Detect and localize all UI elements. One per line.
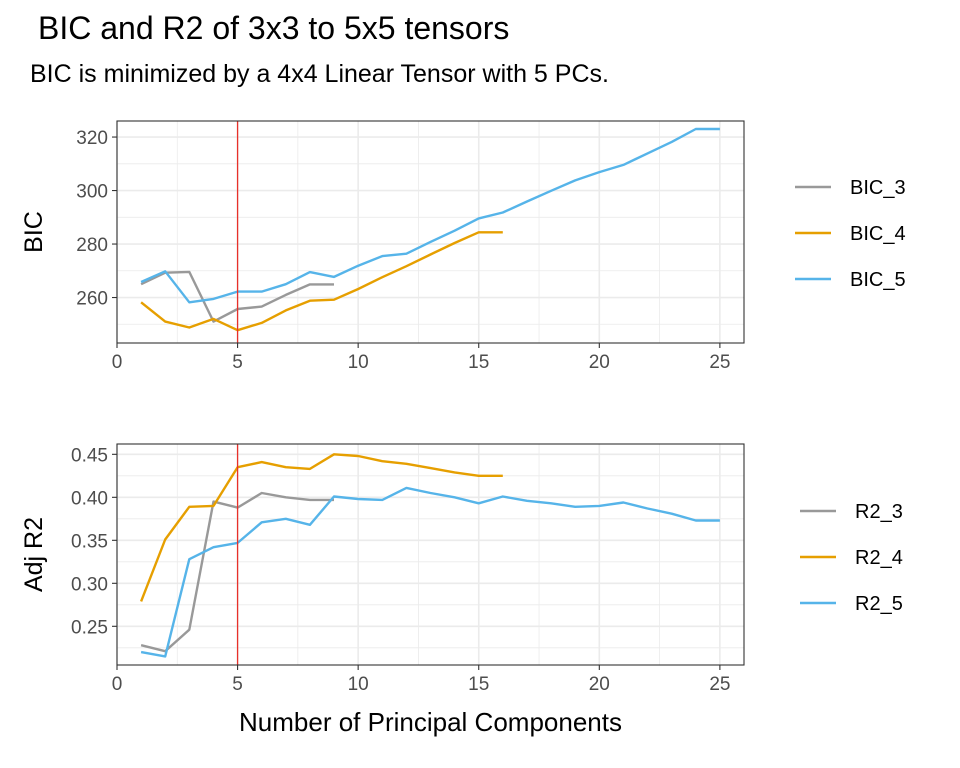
x-tick-label: 15 <box>468 352 489 373</box>
x-tick-label: 10 <box>348 674 369 695</box>
y-tick-label: 0.40 <box>71 488 108 509</box>
series-line-R2_5 <box>140 486 720 658</box>
y-axis-label: Adj R2 <box>20 517 48 592</box>
x-tick-label: 25 <box>709 352 730 373</box>
y-tick-label: 320 <box>76 128 108 149</box>
y-tick-label: 300 <box>76 182 108 203</box>
x-tick-label: 20 <box>589 674 610 695</box>
legend-label-BIC_4: BIC_4 <box>850 223 906 245</box>
series-line-R2_4 <box>139 453 503 602</box>
chart-panel-1: 0 5 10 15 20 25 260 280 300 320 BIC BIC_3 BIC_4 BIC_5 <box>20 120 906 373</box>
y-tick-label: 280 <box>76 235 108 256</box>
x-tick-label: 0 <box>112 352 123 373</box>
chart-panel-2: 0 5 10 15 20 25 0.25 0.30 0.35 0.40 0.45 Adj R2 Numb… <box>20 443 903 737</box>
legend-label-BIC_3: BIC_3 <box>850 177 906 199</box>
legend-label-R2_5: R2_5 <box>855 593 903 615</box>
y-tick-label: 0.45 <box>71 445 108 466</box>
series-line-BIC_4 <box>140 231 503 332</box>
x-tick-label: 15 <box>468 674 489 695</box>
x-tick-label: 5 <box>232 674 243 695</box>
panel-border <box>116 120 745 344</box>
y-axis-label: BIC <box>20 211 48 253</box>
chart-subtitle: BIC is minimized by a 4x4 Linear Tensor … <box>30 60 609 88</box>
x-tick-label: 10 <box>348 352 369 373</box>
panel-border <box>116 443 745 666</box>
x-tick-label: 20 <box>589 352 610 373</box>
y-tick-label: 0.25 <box>71 617 108 638</box>
y-tick-label: 260 <box>76 289 108 310</box>
chart-title: BIC and R2 of 3x3 to 5x5 tensors <box>38 10 510 46</box>
legend-label-R2_3: R2_3 <box>855 501 903 523</box>
x-tick-label: 0 <box>112 674 123 695</box>
legend-label-R2_4: R2_4 <box>855 547 903 569</box>
legend-label-BIC_5: BIC_5 <box>850 269 906 291</box>
y-tick-label: 0.30 <box>71 574 108 595</box>
y-tick-label: 0.35 <box>71 531 108 552</box>
x-tick-label: 5 <box>232 352 243 373</box>
series-line-BIC_5 <box>140 127 720 304</box>
x-axis-label: Number of Principal Components <box>239 707 622 737</box>
x-tick-label: 25 <box>709 674 730 695</box>
